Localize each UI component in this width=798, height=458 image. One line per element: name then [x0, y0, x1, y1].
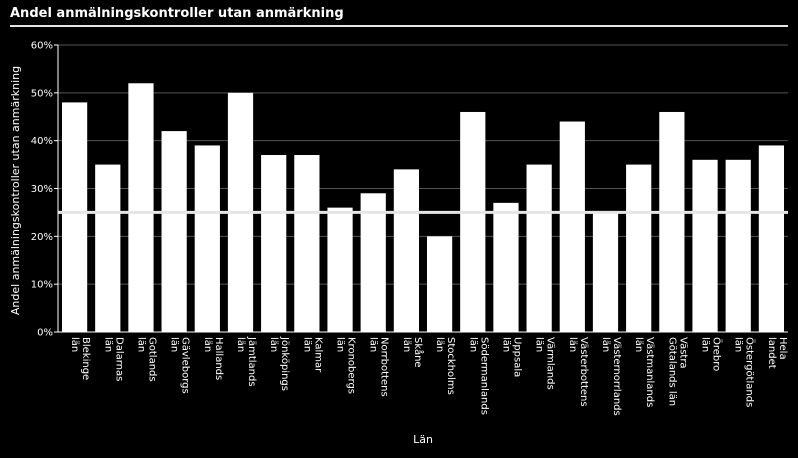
- bar: [626, 164, 652, 332]
- bar: [493, 202, 519, 332]
- bar: [692, 159, 718, 332]
- x-tick-label: Örebrolän: [700, 337, 724, 371]
- bar: [327, 207, 353, 332]
- x-tick-label: Norrbottenslän: [368, 337, 390, 397]
- x-tick-label: Blekingelän: [69, 337, 91, 380]
- bar: [161, 131, 187, 332]
- bar: [261, 155, 287, 332]
- x-tick-label: Västerbottenslän: [567, 337, 589, 407]
- x-tick-label: Kalmarlän: [301, 337, 323, 373]
- y-tick-label: 20%: [31, 232, 53, 243]
- x-tick-label: VästraGötalands län: [666, 337, 688, 406]
- y-tick-label: 40%: [31, 136, 53, 147]
- bar: [659, 111, 685, 332]
- bar: [460, 111, 486, 332]
- x-tick-label: Uppsalalän: [500, 337, 522, 377]
- y-axis-label: Andel anmälningskontroller utan anmärkni…: [9, 66, 22, 315]
- x-tick-label: Stockholmslän: [434, 337, 456, 395]
- y-tick-label: 0%: [37, 328, 53, 339]
- x-tick-label: Jönköpingslän: [268, 336, 290, 391]
- y-tick-label: 10%: [31, 280, 53, 291]
- x-tick-label: Gävleborgslän: [169, 337, 191, 394]
- y-tick-label: 30%: [31, 184, 53, 195]
- x-tick-label: Södermanlandslän: [467, 337, 489, 415]
- x-tick-label: Värmlandslän: [534, 337, 556, 390]
- x-tick-label: Västmanlandslän: [633, 337, 655, 407]
- x-tick-label: Helalandet: [766, 337, 788, 369]
- x-tick-label: Skånelän: [401, 337, 425, 368]
- y-tick-label: 50%: [31, 88, 53, 99]
- bar: [426, 236, 453, 332]
- bar: [559, 121, 585, 333]
- x-tick-label: Jämtlandslän: [235, 336, 257, 387]
- bar: [393, 169, 420, 332]
- x-tick-label: Östergötlandslän: [733, 337, 757, 407]
- bar: [360, 193, 386, 332]
- title-rule: [10, 25, 788, 27]
- x-tick-label: Dalarnaslän: [102, 337, 124, 381]
- x-axis-label: Län: [413, 433, 433, 446]
- bar: [294, 155, 320, 332]
- bar: [592, 212, 619, 332]
- x-tick-label: Kronobergslän: [335, 337, 357, 394]
- bar: [725, 159, 751, 332]
- x-tick-label: Hallandslän: [202, 337, 224, 380]
- bar: [758, 145, 785, 332]
- x-tick-label: Västernorrlandslän: [600, 337, 622, 416]
- bar: [61, 102, 88, 333]
- x-tick-label: Gotlandslän: [135, 337, 157, 382]
- bar: [128, 83, 154, 333]
- bar: [95, 164, 121, 332]
- chart-title: Andel anmälningskontroller utan anmärkni…: [10, 6, 344, 21]
- bar: [526, 164, 552, 332]
- bar: [194, 145, 220, 332]
- y-tick-label: 60%: [31, 41, 53, 52]
